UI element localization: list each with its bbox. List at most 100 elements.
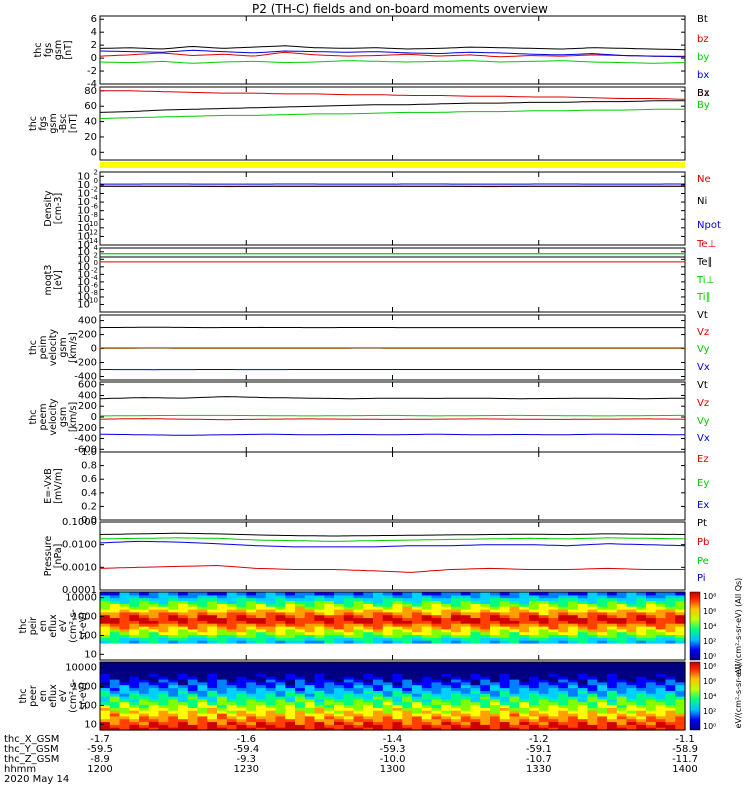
heatmap-cell	[334, 634, 345, 638]
heatmap-cell	[109, 606, 121, 610]
heatmap-cell	[265, 698, 277, 703]
heatmap-cell	[499, 640, 511, 644]
heatmap-cell	[470, 687, 481, 691]
heatmap-cell	[285, 603, 296, 607]
heatmap-cell	[334, 676, 345, 680]
heatmap-cell	[675, 662, 686, 666]
ylabel-line: thc	[28, 340, 39, 355]
heatmap-cell	[275, 718, 286, 723]
heatmap-cell	[109, 664, 121, 669]
heatmap-cell	[100, 640, 111, 644]
ylabel-line: [nPa]	[53, 544, 64, 569]
heatmap-cell	[587, 715, 598, 720]
heatmap-cell	[256, 670, 267, 674]
y-tick-label: 0.6	[81, 474, 97, 485]
heatmap-cell	[577, 715, 589, 720]
heatmap-cell	[148, 592, 160, 596]
heatmap-cell	[353, 701, 364, 706]
heatmap-cell	[451, 724, 462, 728]
heatmap-cell	[197, 693, 208, 697]
heatmap-cell	[616, 614, 628, 619]
heatmap-cell	[343, 667, 355, 672]
x-tick-ygsm: -58.9	[672, 744, 698, 755]
heatmap-cell	[402, 611, 413, 616]
heatmap-cell	[129, 626, 140, 630]
ylabel-line: eflux	[48, 684, 59, 708]
heatmap-cell	[529, 592, 540, 596]
heatmap-cell	[168, 710, 179, 714]
heatmap-cell	[646, 679, 657, 683]
heatmap-cell	[519, 721, 530, 725]
heatmap-cell	[636, 693, 647, 697]
heatmap-cell	[246, 597, 257, 602]
heatmap-cell	[499, 673, 511, 677]
heatmap-cell	[275, 707, 286, 711]
heatmap-cell	[207, 690, 218, 694]
heatmap-cell	[529, 594, 540, 599]
heatmap-cell	[139, 681, 150, 686]
heatmap-cell	[431, 667, 442, 672]
heatmap-cell	[441, 664, 452, 669]
heatmap-cell	[236, 637, 247, 641]
heatmap-cell	[451, 617, 462, 621]
ylabel-line: fgs	[38, 116, 49, 130]
heatmap-cell	[304, 684, 316, 689]
heatmap-cell	[226, 603, 238, 607]
heatmap-cell	[460, 667, 472, 672]
heatmap-cell	[168, 664, 179, 669]
heatmap-cell	[246, 626, 257, 630]
heatmap-cell	[129, 676, 140, 680]
heatmap-cell	[509, 628, 520, 633]
heatmap-cell	[178, 667, 189, 672]
series-line-by	[99, 60, 686, 64]
heatmap-cell	[519, 701, 530, 706]
heatmap-cell	[568, 620, 579, 624]
heatmap-cell	[207, 600, 218, 604]
heatmap-cell	[675, 707, 686, 711]
heatmap-cell	[353, 609, 364, 613]
heatmap-cell	[158, 628, 169, 633]
series-line-bz	[99, 51, 685, 58]
heatmap-cell	[334, 614, 345, 619]
heatmap-cell	[285, 640, 296, 644]
heatmap-cell	[265, 611, 277, 616]
heatmap-cell	[119, 676, 130, 680]
heatmap-cell	[607, 690, 618, 694]
colorbar	[689, 591, 701, 661]
heatmap-cell	[392, 631, 403, 636]
heatmap-cell	[548, 690, 559, 694]
heatmap-cell	[334, 698, 345, 703]
heatmap-cell	[675, 626, 686, 630]
heatmap-cell	[431, 670, 442, 674]
heatmap-cell	[363, 628, 374, 633]
heatmap-cell	[256, 676, 267, 680]
heatmap-cell	[275, 637, 286, 641]
heatmap-cell	[470, 600, 481, 604]
heatmap-cell	[519, 690, 530, 694]
heatmap-cell	[295, 594, 306, 599]
heatmap-cell	[646, 715, 657, 720]
heatmap-cell	[236, 609, 247, 613]
heatmap-cell	[665, 617, 676, 621]
heatmap-cell	[324, 626, 335, 630]
heatmap-cell	[665, 673, 676, 677]
heatmap-cell	[382, 679, 394, 683]
heatmap-cell	[304, 628, 316, 633]
heatmap-cell	[285, 698, 296, 703]
heatmap-cell	[265, 637, 277, 641]
legend-Pt: Pt	[697, 518, 707, 529]
heatmap-cell	[178, 707, 189, 711]
heatmap-cell	[382, 690, 394, 694]
heatmap-cell	[421, 617, 433, 621]
heatmap-cell	[207, 631, 218, 636]
heatmap-cell	[382, 713, 394, 717]
heatmap-cell	[421, 687, 433, 691]
heatmap-cell	[109, 609, 121, 613]
y-tick-label: 1000	[72, 682, 97, 693]
heatmap-cell	[607, 727, 618, 731]
heatmap-cell	[529, 724, 540, 728]
heatmap-cell	[119, 715, 130, 720]
heatmap-cell	[119, 609, 130, 613]
heatmap-cell	[421, 693, 433, 697]
heatmap-cell	[568, 713, 579, 717]
